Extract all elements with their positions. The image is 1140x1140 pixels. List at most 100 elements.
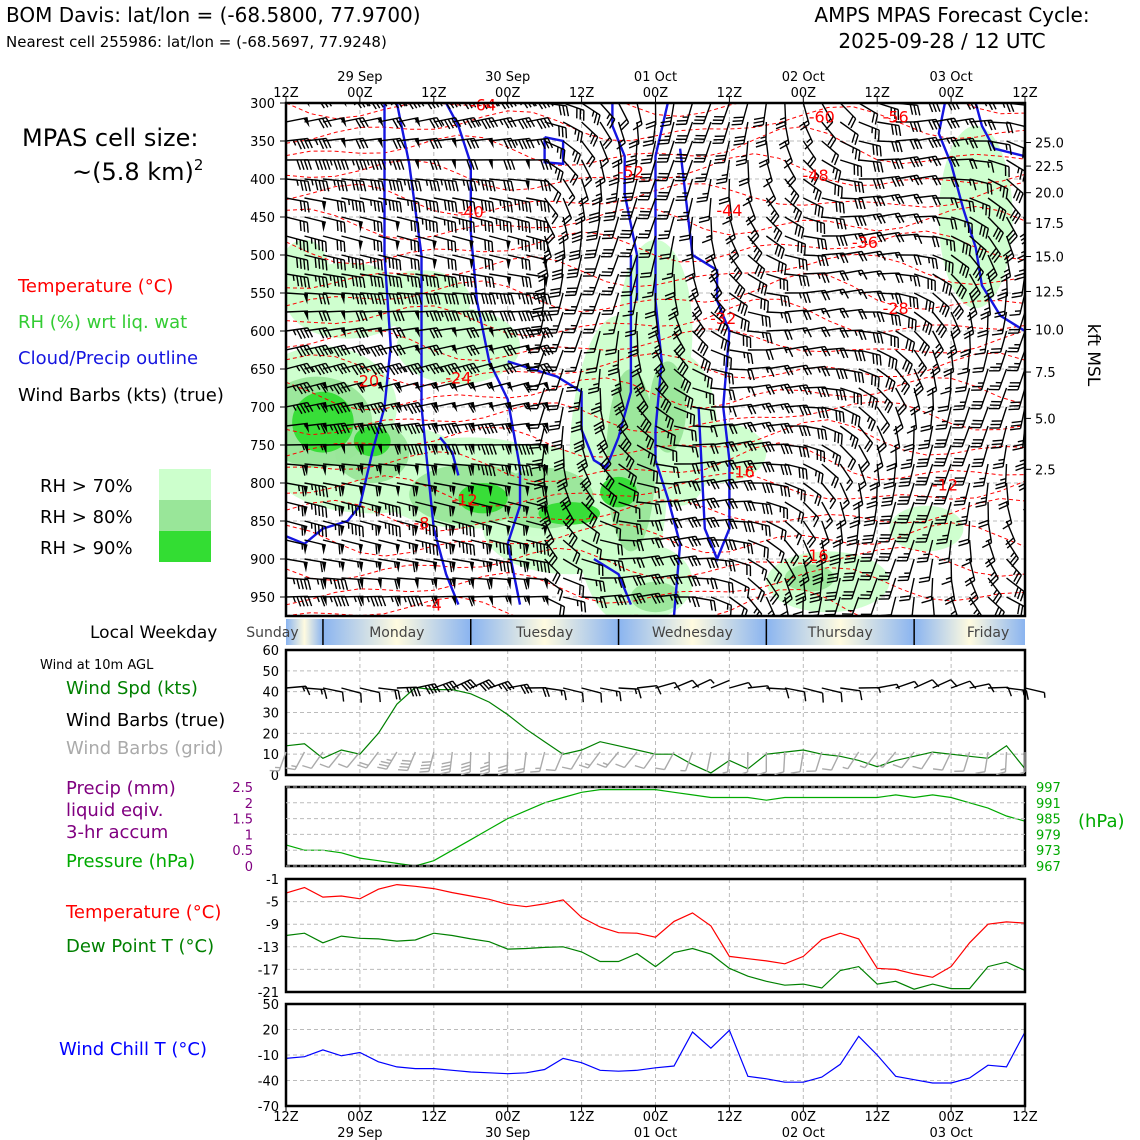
- barb-flag: [417, 402, 425, 412]
- barb-flag: [412, 505, 415, 517]
- barb-flag: [462, 275, 466, 287]
- barb-flag: [410, 423, 417, 434]
- barb-half-flag: [482, 561, 485, 567]
- barb-pennant: [451, 486, 456, 497]
- barb-half-flag: [314, 275, 317, 282]
- barb-flag: [693, 415, 696, 426]
- barb-shaft: [636, 482, 659, 489]
- barb-flag: [754, 264, 760, 275]
- barb-flag: [888, 356, 892, 368]
- barb-flag: [604, 140, 613, 150]
- barb-flag: [913, 104, 917, 116]
- barb-flag: [977, 333, 988, 338]
- barb-flag: [1014, 586, 1019, 598]
- barb-shaft: [286, 422, 308, 427]
- barb-flag: [336, 258, 339, 269]
- cloud-outline-path: [654, 103, 682, 616]
- barb-flag: [506, 544, 509, 555]
- barb-flag: [621, 561, 625, 572]
- barb-half-flag: [292, 275, 295, 282]
- barb-shaft: [470, 327, 493, 332]
- barb-half-flag: [812, 187, 816, 194]
- barb-flag: [578, 465, 588, 473]
- barb-half-flag: [292, 329, 297, 336]
- barb-flag: [325, 260, 328, 271]
- barb-flag: [436, 117, 443, 128]
- barb-flag: [928, 324, 933, 336]
- barb-flag: [676, 467, 680, 479]
- barb-flag: [410, 276, 414, 287]
- barb-flag: [432, 525, 435, 537]
- barb-half-flag: [728, 406, 732, 413]
- barb-half-flag: [591, 110, 595, 117]
- barb-flag: [359, 159, 364, 170]
- barb-flag: [710, 578, 715, 590]
- barb-flag: [410, 239, 413, 251]
- barb-half-flag: [310, 366, 316, 373]
- barb-shaft: [1024, 103, 1025, 104]
- barb-flag: [318, 180, 323, 191]
- barb-flag: [641, 158, 652, 161]
- barb-flag: [362, 159, 368, 170]
- barb-flag: [861, 269, 868, 280]
- legend-barbs: Wind Barbs (kts) (true): [18, 385, 224, 406]
- barb-flag: [935, 236, 940, 248]
- barb-flag: [418, 180, 422, 192]
- barb-flag: [760, 283, 765, 294]
- barb-shaft: [415, 235, 437, 243]
- barb-half-flag: [612, 174, 619, 178]
- barb-flag: [303, 259, 306, 270]
- barb-half-flag: [871, 496, 877, 500]
- barb-flag: [657, 487, 661, 499]
- barb-flag: [373, 200, 377, 212]
- barb-flag: [835, 235, 841, 247]
- barb-flag: [866, 504, 877, 509]
- barb-flag: [502, 118, 510, 129]
- barb-flag: [679, 238, 690, 242]
- barb-half-flag: [866, 416, 871, 423]
- barb-flag: [307, 159, 313, 170]
- barb-flag: [706, 558, 712, 569]
- barb-flag: [518, 311, 524, 322]
- barb-pennant: [395, 486, 401, 497]
- barb-flag: [1026, 218, 1034, 225]
- barb-flag: [443, 119, 451, 130]
- barb-pennant: [469, 259, 474, 270]
- barb-flag: [676, 574, 683, 585]
- barb-flag: [582, 586, 585, 597]
- barb-pennant: [413, 544, 419, 555]
- barb-flag: [488, 465, 493, 476]
- barb-flag: [859, 690, 863, 701]
- barb-half-flag: [915, 381, 921, 387]
- barb-half-flag: [632, 558, 636, 564]
- temperature-contour: [286, 522, 1025, 557]
- barb-half-flag: [595, 192, 602, 197]
- barb-flag: [753, 120, 764, 124]
- barb-flag: [660, 398, 667, 409]
- barb-flag: [457, 103, 462, 107]
- barb-flag: [990, 184, 993, 195]
- barb-shaft: [721, 103, 731, 124]
- barb-flag: [565, 127, 568, 139]
- barb-flag: [800, 489, 803, 501]
- barb-flag: [695, 596, 700, 608]
- barb-half-flag: [645, 435, 649, 442]
- barb-flag: [466, 328, 473, 339]
- barb-flag: [510, 202, 513, 213]
- barb-flag: [838, 202, 842, 213]
- barb-flag: [713, 426, 718, 438]
- barb-flag: [1014, 272, 1025, 278]
- barb-flag: [373, 239, 376, 251]
- cloud-outline-path: [974, 103, 1025, 158]
- barb-flag: [587, 230, 598, 234]
- barb-flag: [552, 268, 563, 274]
- barb-flag: [538, 276, 549, 283]
- top-time-label: 00Z: [347, 86, 373, 101]
- barb-flag: [410, 293, 415, 305]
- barb-flag: [543, 159, 549, 170]
- barb-flag: [354, 524, 357, 536]
- barb-half-flag: [462, 365, 467, 372]
- barb-flag: [484, 220, 487, 232]
- barb-flag: [835, 201, 838, 212]
- barb-half-flag: [536, 139, 541, 146]
